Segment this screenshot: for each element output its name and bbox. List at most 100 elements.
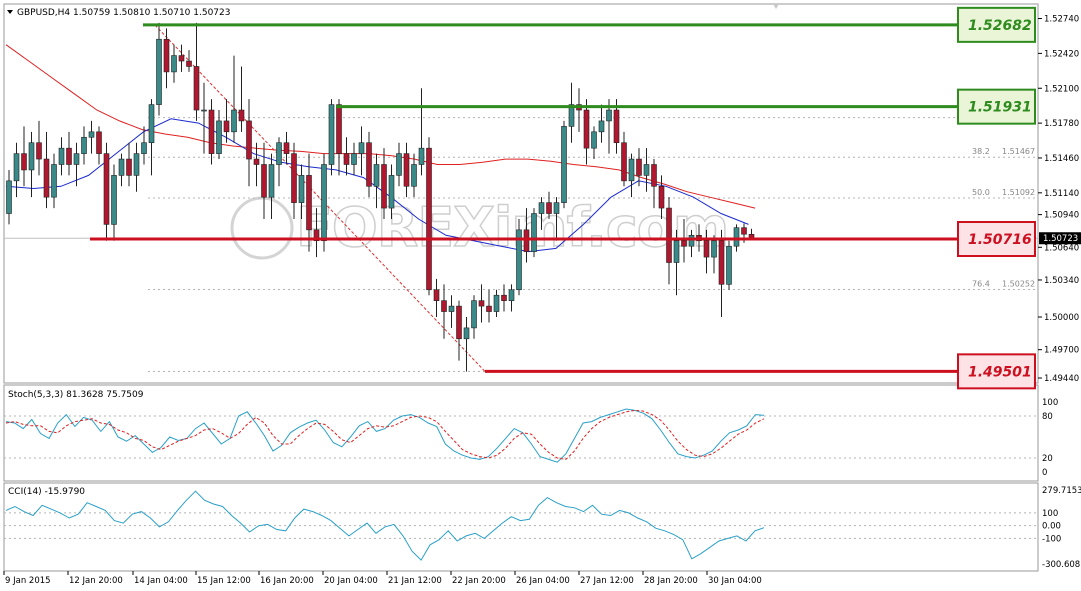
watermark-logo: FOREXimf.com xyxy=(230,195,730,260)
candle-body xyxy=(178,55,185,62)
candle-body xyxy=(163,38,170,73)
candle-body xyxy=(261,164,267,198)
candle xyxy=(681,218,687,263)
candle-body xyxy=(688,235,695,247)
candle xyxy=(118,153,125,187)
candle-body xyxy=(88,131,95,138)
candle-body xyxy=(133,153,140,176)
candle-body xyxy=(411,164,417,187)
symbol-header: GBPUSD,H4 1.50759 1.50810 1.50710 1.5072… xyxy=(17,8,230,18)
candle-body xyxy=(253,158,260,165)
candle-body xyxy=(718,240,725,285)
dropdown-triangle-icon[interactable] xyxy=(7,10,13,14)
candle xyxy=(178,44,185,72)
candle xyxy=(726,240,732,290)
candle-body xyxy=(148,104,155,144)
candle-body xyxy=(531,213,537,252)
candle xyxy=(81,126,87,165)
candle-body xyxy=(673,240,680,263)
candle xyxy=(703,229,710,274)
time-tick-label: 30 Jan 04:00 xyxy=(708,576,762,586)
candle-body xyxy=(433,289,440,301)
candle-body xyxy=(501,294,507,301)
candle xyxy=(493,289,500,317)
time-tick-label: 14 Jan 04:00 xyxy=(134,576,188,586)
time-tick-label: 22 Jan 20:00 xyxy=(452,576,506,586)
candle xyxy=(478,284,485,323)
candle xyxy=(141,126,147,165)
cci-header: CCI(14) -15.9790 xyxy=(8,487,85,497)
candle-body xyxy=(21,153,27,171)
price-tick-label: 1.52740 xyxy=(1044,15,1079,25)
candle xyxy=(186,50,192,72)
candle xyxy=(201,82,207,154)
candle-body xyxy=(426,147,432,291)
time-tick-label: 28 Jan 20:00 xyxy=(644,576,698,586)
candle xyxy=(501,284,507,312)
candle xyxy=(523,208,530,263)
cci-tick-label: -100 xyxy=(1042,534,1061,544)
candle xyxy=(73,142,80,187)
candle-body xyxy=(523,229,530,252)
candle xyxy=(471,295,477,339)
candle-body xyxy=(613,109,620,144)
candle xyxy=(306,153,312,252)
candle xyxy=(516,218,522,296)
price-tick-label: 1.50340 xyxy=(1044,276,1079,286)
candle-body xyxy=(561,126,567,203)
candle xyxy=(336,99,342,176)
candle xyxy=(358,126,365,176)
candle xyxy=(156,22,162,116)
price-tick-label: 1.49700 xyxy=(1044,346,1079,356)
candle xyxy=(381,148,387,219)
fibo-ratio-label: 76.4 xyxy=(972,280,990,289)
time-tick-label: 16 Jan 20:00 xyxy=(260,576,314,586)
time-tick-label: 15 Jan 12:00 xyxy=(197,576,251,586)
price-tick-label: 1.50640 xyxy=(1044,243,1079,253)
time-tick-label: 9 Jan 2015 xyxy=(5,576,51,586)
cci-pane: 279.7153 100 0.00 -100 -300.608 xyxy=(4,486,1081,570)
candle-body xyxy=(171,55,177,73)
candle-body xyxy=(418,147,425,165)
candle-body xyxy=(246,120,252,160)
candle-body xyxy=(703,240,710,258)
candle xyxy=(718,229,725,317)
level-label: 1.51931 xyxy=(968,100,1032,116)
candle-body xyxy=(711,240,717,258)
candle-body xyxy=(441,300,447,312)
candle xyxy=(298,164,305,219)
chart-shift-marker-icon[interactable] xyxy=(773,4,779,9)
candle xyxy=(666,197,672,285)
level-box xyxy=(957,353,1036,390)
candle xyxy=(456,300,462,361)
horizontal-levels: 1.52682 1.51931 1.50716 1.49501 xyxy=(90,6,1036,390)
candle xyxy=(6,169,12,225)
candle xyxy=(418,88,425,176)
candle-body xyxy=(508,289,515,301)
candle-body xyxy=(81,136,87,154)
candle xyxy=(148,99,155,176)
candle xyxy=(51,153,57,209)
candle xyxy=(13,142,20,198)
cci-tick-label: 0.00 xyxy=(1042,522,1061,532)
time-tick-label: 21 Jan 12:00 xyxy=(388,576,442,586)
candle-body xyxy=(658,185,665,209)
candle-body xyxy=(591,131,597,149)
candle-body xyxy=(478,300,485,307)
fibo-price-label: 1.51467 xyxy=(1002,147,1035,156)
candle xyxy=(538,197,545,230)
candle-body xyxy=(313,229,320,242)
candle xyxy=(441,284,447,339)
time-tick-label: 12 Jan 20:00 xyxy=(69,576,123,586)
candle xyxy=(606,99,612,154)
candle-body xyxy=(231,109,237,133)
candle-body xyxy=(358,142,365,154)
candle xyxy=(591,126,597,160)
candle xyxy=(628,153,635,198)
candle-body xyxy=(583,109,590,149)
stochastic-pane: 100 80 20 0 xyxy=(4,398,1058,478)
stoch-tick-label: 80 xyxy=(1042,412,1053,422)
candle-body xyxy=(546,202,552,214)
candle-body xyxy=(343,153,350,165)
